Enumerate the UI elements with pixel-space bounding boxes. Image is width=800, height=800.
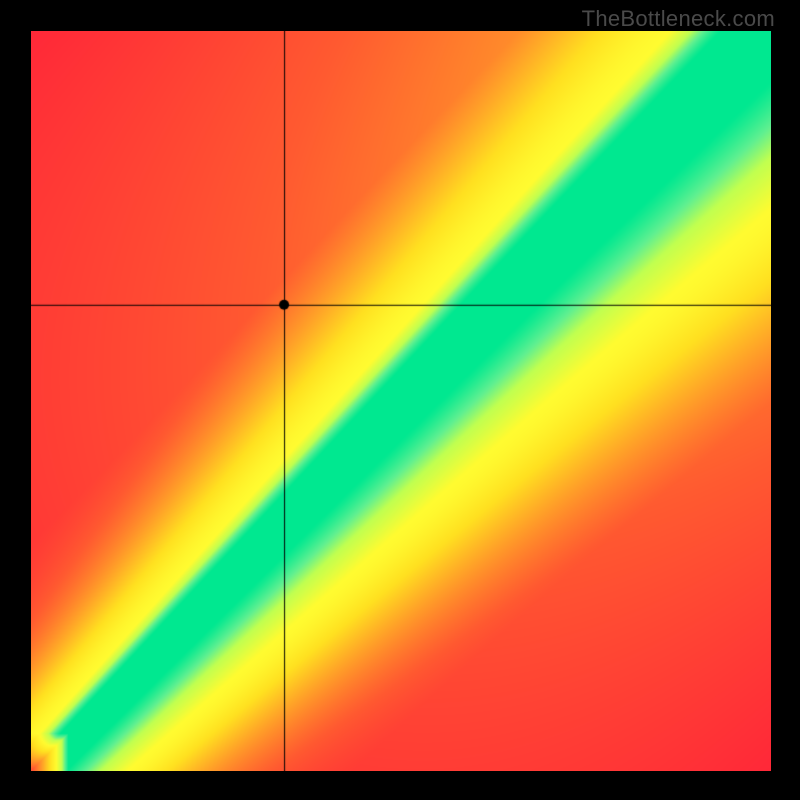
heatmap-canvas <box>31 31 771 771</box>
plot-area <box>31 31 771 771</box>
watermark-text: TheBottleneck.com <box>582 6 775 32</box>
chart-container: TheBottleneck.com <box>0 0 800 800</box>
